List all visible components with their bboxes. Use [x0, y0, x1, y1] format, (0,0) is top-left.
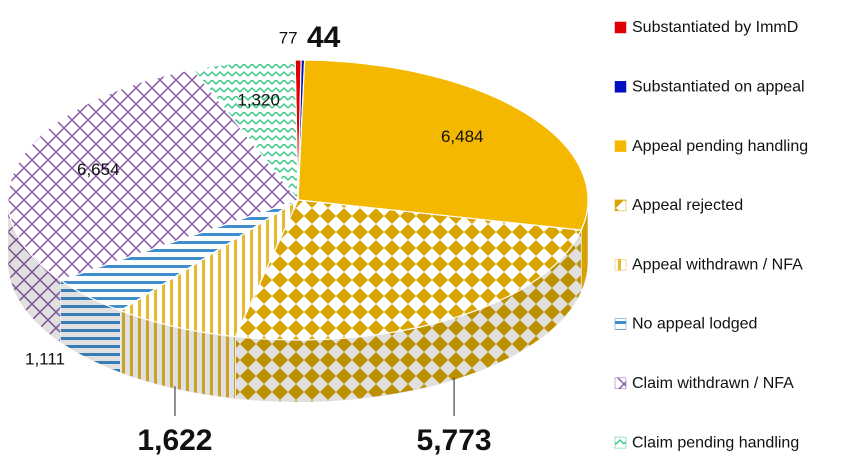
legend-label: Claim pending handling — [632, 434, 799, 451]
slice — [119, 198, 300, 338]
legend-label: Claim withdrawn / NFA — [632, 375, 794, 392]
legend-swatch — [614, 199, 627, 212]
legend-label: Substantiated by ImmD — [632, 19, 798, 36]
data-label: 1,320 — [237, 90, 280, 109]
data-label: 6,484 — [441, 127, 484, 146]
data-label: 1,622 — [137, 424, 212, 457]
legend-swatch — [614, 81, 627, 93]
legend-swatch — [614, 436, 627, 449]
data-label: 6,654 — [77, 160, 120, 179]
data-label: 44 — [307, 21, 341, 54]
legend-swatch — [614, 21, 627, 34]
legend-swatch — [614, 318, 627, 330]
legend-label: No appeal lodged — [632, 316, 757, 333]
legend-swatch — [614, 140, 627, 152]
data-label: 77 — [279, 28, 298, 47]
legend-swatch — [614, 258, 627, 271]
slice — [7, 68, 300, 281]
legend-label: Appeal rejected — [632, 197, 743, 214]
legend-label: Appeal pending handling — [632, 138, 808, 155]
data-label: 1,111 — [25, 349, 65, 368]
legend-label: Appeal withdrawn / NFA — [632, 256, 803, 273]
legend-label: Substantiated on appeal — [632, 79, 805, 96]
slice — [192, 59, 299, 202]
legend-swatch — [614, 377, 627, 390]
slice — [234, 199, 583, 341]
data-label: 5,773 — [417, 424, 492, 457]
slice — [297, 59, 589, 231]
